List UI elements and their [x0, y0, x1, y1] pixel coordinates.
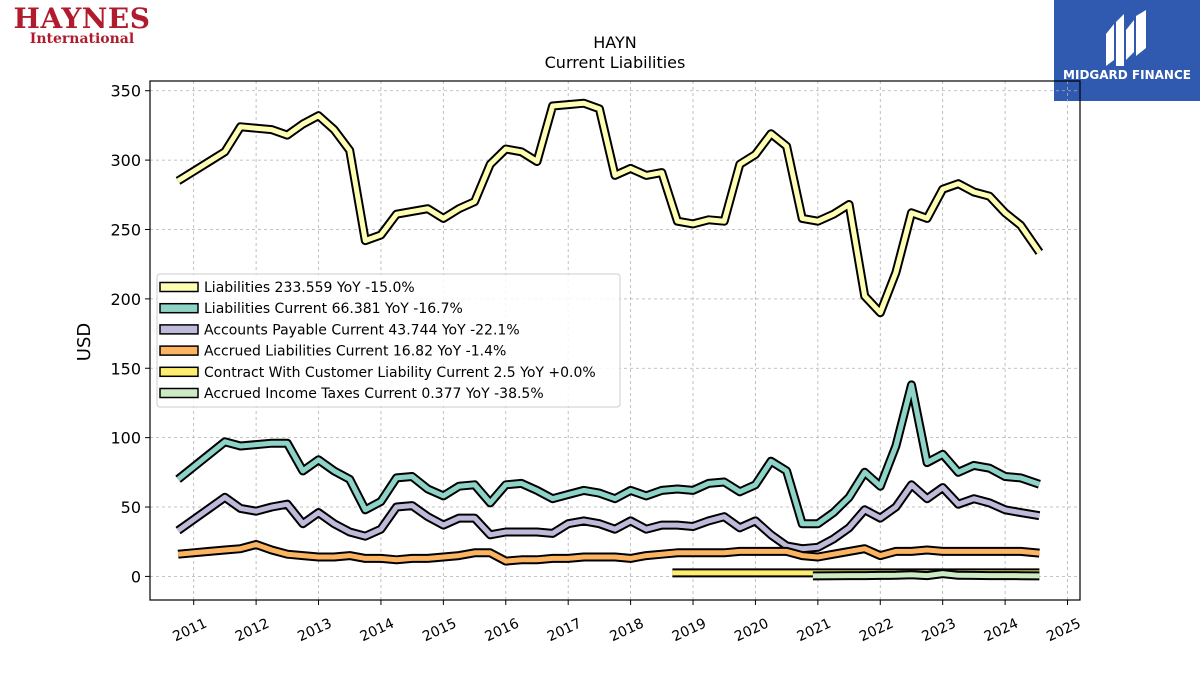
x-tick-label: 2025 — [1044, 616, 1083, 646]
y-tick-label: 0 — [131, 567, 141, 586]
chart-title: HAYN — [593, 33, 636, 52]
chart-subtitle: Current Liabilities — [545, 53, 686, 72]
legend-swatch — [159, 281, 199, 293]
x-tick-label: 2012 — [233, 616, 272, 646]
legend-swatch — [159, 387, 199, 399]
y-tick-label: 50 — [121, 498, 141, 517]
x-axis-ticks: 2011 2012 2013 2014 2015 2016 2017 2018 2019 2020… — [170, 600, 1083, 645]
y-tick-label: 350 — [110, 82, 141, 101]
x-tick-label: 2011 — [170, 616, 209, 646]
series-2 — [175, 480, 1041, 554]
legend-swatch — [159, 302, 199, 314]
series-5 — [812, 569, 1040, 581]
legend-swatch — [159, 345, 199, 356]
haynes-logo-wordmark: HAYNES — [13, 2, 151, 35]
y-tick-label: 100 — [110, 429, 141, 448]
legend-swatch — [159, 324, 199, 335]
legend-entry: Accounts Payable Current 43.744 YoY -22.… — [204, 322, 520, 338]
series-0 — [175, 98, 1044, 318]
x-tick-label: 2014 — [358, 616, 397, 646]
x-tick-label: 2020 — [732, 616, 771, 646]
legend-box — [156, 273, 621, 408]
legend-entry: Accrued Liabilities Current 16.82 YoY -1… — [204, 344, 506, 360]
x-tick-label: 2023 — [919, 616, 958, 646]
x-tick-label: 2022 — [857, 616, 896, 646]
y-tick-label: 250 — [110, 220, 141, 239]
x-tick-label: 2013 — [295, 616, 334, 646]
x-tick-label: 2024 — [982, 616, 1021, 646]
y-axis-label: USD — [74, 323, 95, 361]
midgard-logo-text: MIDGARD FINANCE — [1063, 68, 1191, 82]
x-tick-label: 2019 — [670, 616, 709, 646]
haynes-logo: HAYNES International — [4, 4, 164, 48]
plot-frame — [149, 80, 1081, 601]
series-line — [176, 482, 1040, 552]
legend-entry: Contract With Customer Liability Current… — [204, 365, 596, 381]
legend-entry: Liabilities 233.559 YoY -15.0% — [204, 280, 415, 296]
y-tick-label: 150 — [110, 359, 141, 378]
legend-swatch — [159, 366, 199, 378]
legend-entry: Accrued Income Taxes Current 0.377 YoY -… — [204, 386, 544, 402]
x-tick-label: 2018 — [607, 616, 646, 646]
y-tick-label: 300 — [110, 151, 141, 170]
midgard-finance-logo: MIDGARD FINANCE — [1054, 0, 1200, 101]
series-lines — [175, 98, 1044, 581]
x-tick-label: 2021 — [795, 616, 834, 646]
y-tick-label: 200 — [110, 290, 141, 309]
series-1 — [175, 380, 1041, 529]
midgard-mark-icon — [1106, 10, 1146, 66]
series-line — [176, 100, 1042, 316]
legend: Liabilities 233.559 YoY -15.0% Liabilitie… — [156, 273, 621, 408]
x-tick-label: 2015 — [420, 616, 459, 646]
series-line — [177, 542, 1040, 564]
y-axis-ticks: 0 50 100 150 200 250 300 350 — [110, 82, 150, 586]
series-3 — [177, 540, 1040, 566]
x-tick-label: 2017 — [545, 616, 584, 646]
haynes-logo-subtitle: International — [29, 31, 135, 47]
series-line — [176, 382, 1041, 527]
x-tick-label: 2016 — [483, 616, 522, 646]
legend-entry: Liabilities Current 66.381 YoY -16.7% — [204, 301, 463, 317]
series-line — [812, 571, 1040, 579]
